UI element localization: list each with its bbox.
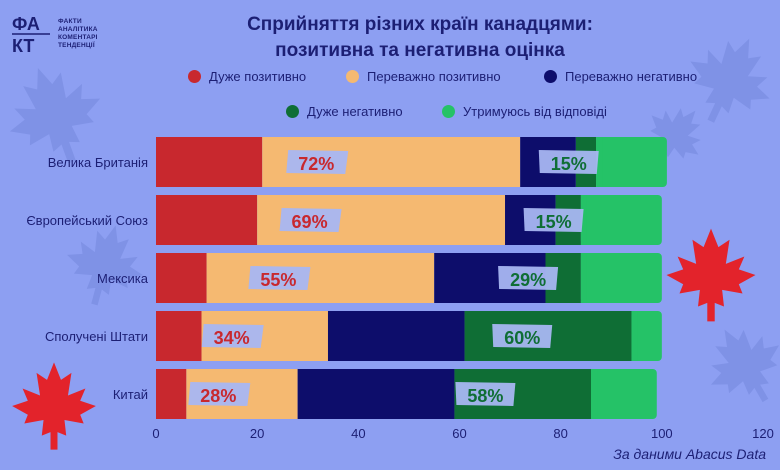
negative-label: 15%: [536, 212, 572, 232]
x-tick-label: 0: [152, 426, 159, 441]
bar-segment: [297, 369, 455, 419]
x-tick-label: 20: [250, 426, 264, 441]
category-label: Сполучені Штати: [45, 329, 148, 344]
legend-item-very-positive: Дуже позитивно: [188, 69, 306, 84]
bar-segment-joint: [580, 195, 587, 245]
bar-segment-joint: [591, 369, 598, 419]
logo-line: ФАКТИ: [58, 18, 82, 25]
positive-label: 69%: [292, 212, 328, 232]
x-tick-label: 60: [452, 426, 466, 441]
positive-label: 72%: [298, 154, 334, 174]
positive-label: 34%: [214, 328, 250, 348]
maple-leaf-icon: [12, 362, 96, 450]
svg-text:КТ: КТ: [12, 36, 34, 56]
negative-label: 60%: [504, 328, 540, 348]
legend-label: Дуже позитивно: [209, 69, 307, 84]
legend-swatch: [346, 70, 359, 83]
bar-segment: [156, 311, 202, 361]
positive-label-box: [201, 324, 264, 348]
bar-segment: [156, 195, 258, 245]
negative-label-box: [492, 324, 553, 348]
logo-line: АНАЛІТИКА: [58, 26, 98, 33]
chart-subtitle: позитивна та негативна оцінка: [275, 40, 565, 61]
bar-segment: [156, 369, 187, 419]
legend-swatch: [544, 70, 557, 83]
negative-label-box: [498, 266, 559, 290]
legend-swatch: [286, 105, 299, 118]
bar-segment: [580, 253, 662, 303]
logo-mark-icon: ФА КТ: [12, 14, 50, 56]
legend-label: Переважно негативно: [565, 69, 698, 84]
bar-segment: [580, 195, 662, 245]
x-tick-label: 80: [553, 426, 567, 441]
bar-segment: [596, 137, 667, 187]
legend-item-very-negative: Дуже негативно: [286, 104, 403, 119]
bar-segment: [327, 311, 465, 361]
logo-line: КОМЕНТАРІ: [58, 34, 98, 41]
bar-segment: [156, 137, 263, 187]
source-note: За даними Abacus Data: [613, 446, 766, 462]
bar-segment: [156, 253, 207, 303]
negative-label-box: [455, 382, 516, 406]
negative-label-box: [523, 208, 584, 232]
legend-item-mostly-negative: Переважно негативно: [544, 69, 697, 84]
positive-label-box: [286, 150, 349, 174]
bar-segment-joint: [631, 311, 638, 361]
x-tick-label: 120: [752, 426, 774, 441]
logo: ФА КТ ФАКТИ АНАЛІТИКА КОМЕНТАРІ ТЕНДЕНЦІ…: [10, 12, 120, 56]
bar-segment-joint: [580, 253, 587, 303]
bar-segment-joint: [596, 137, 603, 187]
legend-item-mostly-positive: Переважно позитивно: [346, 69, 501, 84]
positive-label: 55%: [260, 270, 296, 290]
category-label: Велика Британія: [48, 155, 148, 170]
positive-label-box: [279, 208, 342, 232]
logo-line: ТЕНДЕНЦІЇ: [58, 42, 95, 49]
positive-label: 28%: [200, 386, 236, 406]
bar-segment: [631, 311, 662, 361]
legend-swatch: [442, 105, 455, 118]
category-label: Європейський Союз: [26, 213, 148, 228]
legend-label: Переважно позитивно: [367, 69, 501, 84]
x-tick-label: 100: [651, 426, 673, 441]
logo-text: ФАКТИ АНАЛІТИКА КОМЕНТАРІ ТЕНДЕНЦІЇ: [58, 18, 98, 50]
negative-label: 58%: [467, 386, 503, 406]
negative-label-box: [538, 150, 599, 174]
category-label: Китай: [113, 387, 148, 402]
legend-swatch: [188, 70, 201, 83]
positive-label-box: [248, 266, 311, 290]
bar-segment: [591, 369, 657, 419]
chart-title: Сприйняття різних країн канадцями:: [247, 14, 593, 35]
positive-label-box: [188, 382, 251, 406]
legend-item-abstain: Утримуюсь від відповіді: [442, 104, 607, 119]
x-tick-label: 40: [351, 426, 365, 441]
category-label: Мексика: [97, 271, 149, 286]
bar-segment: [206, 253, 435, 303]
legend-label: Утримуюсь від відповіді: [463, 104, 607, 119]
negative-label: 29%: [510, 270, 546, 290]
maple-leaf-icon: [666, 228, 756, 322]
negative-label: 15%: [551, 154, 587, 174]
svg-text:ФА: ФА: [12, 14, 40, 34]
legend-label: Дуже негативно: [307, 104, 403, 119]
